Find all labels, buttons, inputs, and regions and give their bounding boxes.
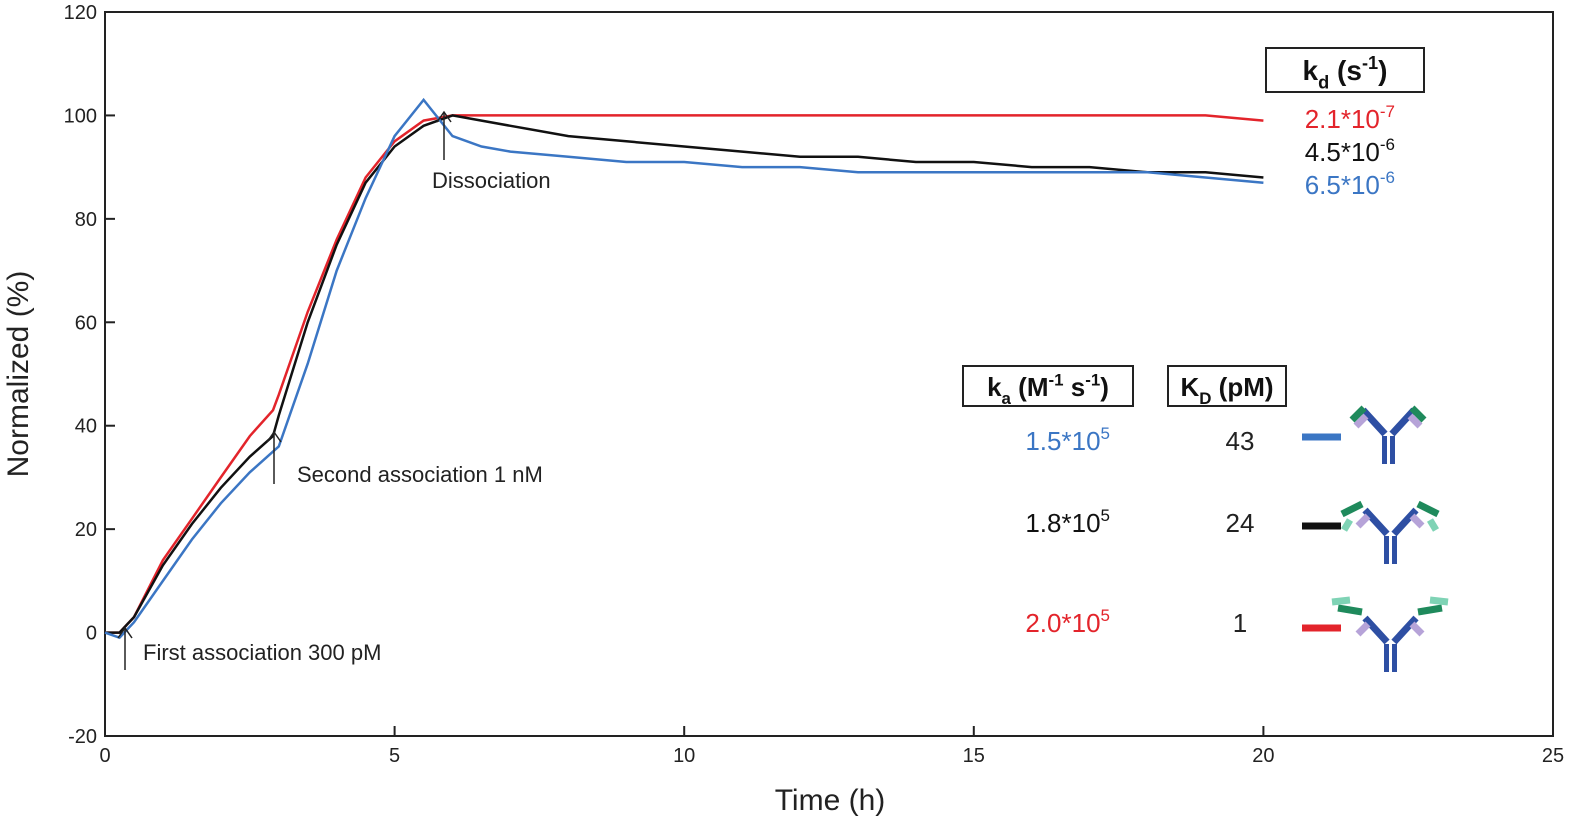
text-part: -1	[1085, 371, 1100, 390]
annotation: Second association 1 nM	[297, 462, 543, 487]
annotation: Dissociation	[432, 168, 551, 193]
ka-header-box	[962, 365, 1134, 407]
kd-value: 6.5*10-6	[1305, 168, 1395, 200]
plot-frame	[104, 11, 1554, 737]
text-part: D	[1199, 389, 1211, 408]
text-part: K	[1180, 372, 1199, 402]
KD-value: 1	[1233, 608, 1247, 638]
text-part: a	[1002, 389, 1012, 408]
text-part: (M	[1011, 372, 1049, 402]
text-part: -1	[1049, 371, 1064, 390]
kd-mantissa: 4.5*10	[1305, 137, 1380, 167]
kd-exponent: -6	[1380, 135, 1395, 154]
antibody-icon	[1331, 596, 1449, 672]
KD-header: KD (pM)	[1180, 372, 1273, 408]
x-tick-label: 15	[963, 745, 985, 767]
kd-value: 4.5*10-6	[1305, 135, 1395, 167]
text-part: (s	[1329, 55, 1362, 86]
x-tick-label: 0	[99, 745, 110, 767]
antibody-icon	[1340, 500, 1440, 564]
ka-exponent: 5	[1101, 606, 1110, 625]
text-part: -1	[1362, 53, 1378, 73]
y-tick-label: 120	[64, 2, 97, 24]
ka-value: 2.0*105	[1025, 606, 1110, 638]
kd-header: kd (s-1)	[1303, 53, 1388, 93]
y-tick-label: 80	[75, 209, 97, 231]
ka-value: 1.5*105	[1025, 424, 1110, 456]
data-line	[105, 114, 1264, 634]
x-tick-label: 25	[1542, 745, 1564, 767]
ka-exponent: 5	[1101, 506, 1110, 525]
x-tick-label: 5	[389, 745, 400, 767]
y-tick-label: 60	[75, 312, 97, 334]
ka-header: ka (M-1 s-1)	[987, 371, 1109, 408]
ka-value: 1.8*105	[1025, 506, 1110, 538]
KD-value: 24	[1226, 508, 1255, 538]
y-tick-label: -20	[68, 726, 97, 748]
x-tick-label: 10	[673, 745, 695, 767]
kd-mantissa: 6.5*10	[1305, 170, 1380, 200]
antibody-icon	[1349, 405, 1427, 464]
annotation: First association 300 pM	[143, 640, 381, 665]
y-tick-label: 40	[75, 416, 97, 438]
kd-value: 2.1*10-7	[1305, 102, 1395, 134]
ka-mantissa: 2.0*10	[1025, 608, 1100, 638]
annotation-arrowhead	[117, 626, 133, 639]
kd-mantissa: 2.1*10	[1305, 104, 1380, 134]
text-part: )	[1100, 372, 1109, 402]
KD-value: 43	[1226, 426, 1255, 456]
text-part: s	[1064, 372, 1086, 402]
x-axis-label: Time (h)	[775, 784, 886, 817]
annotation-arrowhead	[436, 110, 452, 123]
ka-mantissa: 1.8*10	[1025, 508, 1100, 538]
KD-header-box	[1167, 365, 1287, 407]
kd-exponent: -7	[1380, 102, 1395, 121]
y-tick-label: 0	[86, 623, 97, 645]
data-line	[104, 97, 1264, 640]
x-tick-label: 20	[1252, 745, 1274, 767]
text-part: d	[1318, 72, 1329, 92]
text-part: k	[1303, 55, 1319, 86]
ka-exponent: 5	[1101, 424, 1110, 443]
ka-mantissa: 1.5*10	[1025, 426, 1100, 456]
text-part: k	[987, 372, 1002, 402]
kd-header-box	[1265, 47, 1425, 93]
y-tick-label: 100	[64, 105, 97, 127]
data-line	[105, 114, 1264, 634]
text-part: )	[1378, 55, 1387, 86]
text-part: (pM)	[1211, 372, 1273, 402]
kd-exponent: -6	[1380, 168, 1395, 187]
annotation-arrowhead	[266, 430, 282, 443]
y-axis-label: Normalized (%)	[2, 271, 35, 478]
y-tick-label: 20	[75, 519, 97, 541]
